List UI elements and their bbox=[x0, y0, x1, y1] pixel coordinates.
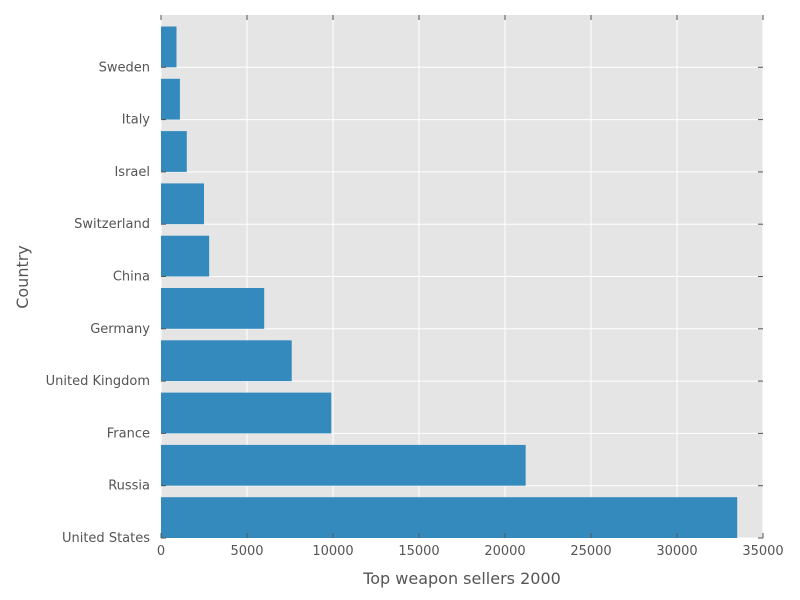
bar-united-kingdom bbox=[161, 340, 292, 382]
x-tick-label: 30000 bbox=[656, 544, 697, 559]
y-tick-labels: United States Russia France United Kingdom G… bbox=[46, 60, 151, 546]
y-tick-label: Italy bbox=[122, 113, 151, 128]
x-tick-label: 10000 bbox=[312, 544, 353, 559]
bar-china bbox=[161, 235, 210, 277]
y-tick-label: France bbox=[107, 426, 150, 441]
x-tick-label: 20000 bbox=[484, 544, 525, 559]
y-axis-title: Country bbox=[13, 245, 32, 309]
x-tick-label: 15000 bbox=[398, 544, 439, 559]
bar-sweden bbox=[161, 26, 177, 68]
y-tick-label: United Kingdom bbox=[46, 374, 150, 389]
bar-russia bbox=[161, 444, 526, 486]
x-tick-label: 25000 bbox=[570, 544, 611, 559]
y-tick-label: China bbox=[113, 270, 150, 285]
bar-france bbox=[161, 392, 332, 434]
y-tick-label: Sweden bbox=[99, 60, 150, 75]
x-tick-label: 35000 bbox=[742, 544, 783, 559]
bar-switzerland bbox=[161, 183, 204, 225]
bar-italy bbox=[161, 78, 180, 120]
x-tick-labels: 0 5000 10000 15000 20000 25000 30000 35000 bbox=[157, 544, 784, 559]
bars bbox=[161, 26, 738, 538]
tick-marks bbox=[160, 15, 764, 539]
y-tick-label: United States bbox=[62, 531, 150, 546]
bar-germany bbox=[161, 288, 265, 329]
x-axis-title: Top weapon sellers 2000 bbox=[362, 569, 561, 588]
y-tick-label: Switzerland bbox=[74, 217, 150, 232]
x-tick-label: 0 bbox=[157, 544, 165, 559]
y-tick-label: Israel bbox=[114, 165, 150, 180]
bar-israel bbox=[161, 131, 187, 172]
x-tick-label: 5000 bbox=[230, 544, 263, 559]
bar-united-states bbox=[161, 497, 738, 538]
y-tick-label: Russia bbox=[108, 479, 150, 494]
y-tick-label: Germany bbox=[90, 322, 150, 337]
